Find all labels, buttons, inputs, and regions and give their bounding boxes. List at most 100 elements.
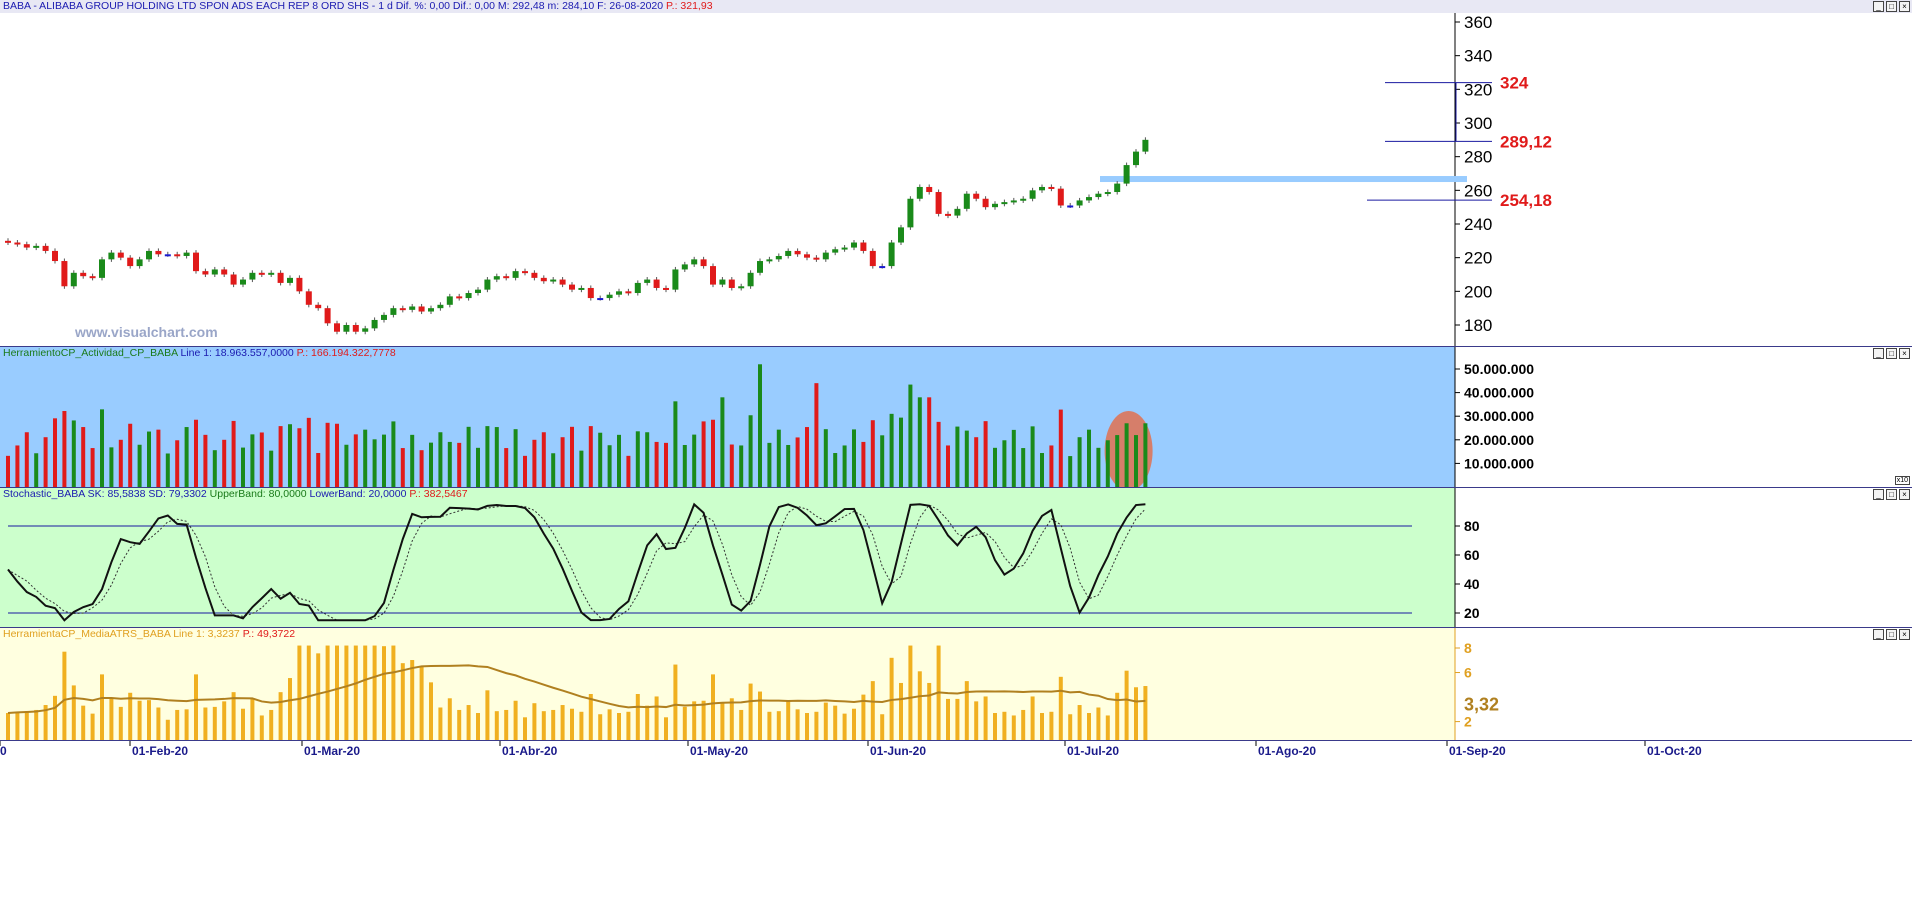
minimize-icon[interactable]: _ (1873, 1, 1884, 12)
activity-chart[interactable]: 50.000.000 40.000.000 30.000.000 20.000.000… (0, 347, 1912, 487)
activity-bar (908, 384, 913, 487)
maximize-icon[interactable]: □ (1886, 629, 1897, 640)
activity-bar (1049, 445, 1054, 487)
activity-bar (250, 434, 255, 487)
candle-body (61, 261, 68, 287)
atr-bar (814, 711, 819, 740)
activity-bar (62, 411, 67, 487)
minimize-icon[interactable]: _ (1873, 489, 1884, 500)
price-dif-pct: Dif. %: 0,00 (395, 0, 450, 12)
activity-bar (504, 448, 509, 487)
candle-body (1142, 139, 1149, 152)
candle-body (1114, 183, 1121, 193)
atr-bar (805, 713, 809, 740)
atr-bar (297, 645, 302, 740)
candle-body (522, 271, 528, 274)
atr-bar (306, 645, 311, 740)
candle-body (1133, 151, 1139, 166)
close-icon[interactable]: × (1899, 489, 1910, 500)
maximize-icon[interactable]: □ (1886, 489, 1897, 500)
atr-bar (1134, 687, 1138, 740)
atr-bar (147, 700, 151, 740)
candle-body (860, 242, 867, 251)
price-y-tick-label: 220 (1464, 249, 1492, 268)
candle-body (926, 186, 933, 193)
candle-body (183, 252, 190, 256)
x-axis-labels: 0 01-Feb-20 01-Mar-20 01-Abr-20 01-May-20 01-… (0, 741, 1702, 758)
stochastic-y-tick-label: 20 (1464, 605, 1480, 621)
close-icon[interactable]: × (1899, 348, 1910, 359)
atr-bar (90, 713, 95, 740)
candle-body (1104, 192, 1111, 195)
candle-body (399, 308, 406, 311)
atr-bar (194, 674, 198, 740)
price-chart[interactable]: 360 340 320 300 280 260 240 220 200 180 324 289,12 2… (0, 0, 1912, 346)
activity-bar (429, 442, 433, 487)
candle-body (747, 272, 754, 287)
atr-bar (400, 663, 405, 740)
candle-body (465, 293, 472, 299)
atr-bar (833, 705, 838, 740)
activity-bar (1058, 409, 1063, 487)
atr-bar (438, 707, 443, 740)
atr-bar (1030, 696, 1035, 740)
x-tick-label: 01-Jul-20 (1067, 744, 1119, 758)
atr-bar (353, 645, 358, 740)
close-icon[interactable]: × (1899, 629, 1910, 640)
atr-bar (1087, 713, 1091, 740)
atr-chart[interactable]: 8 6 23,32 (0, 628, 1912, 740)
stochastic-sk-line (7, 502, 1146, 622)
candle-body (982, 198, 989, 208)
atr-bar (551, 709, 556, 740)
atr-bar (494, 711, 499, 740)
activity-bar (175, 440, 180, 487)
activity-bar (560, 437, 565, 487)
x-tick-label: 01-Mar-20 (304, 744, 360, 758)
atr-bar (250, 698, 255, 740)
activity-bar (24, 432, 29, 487)
maximize-icon[interactable]: □ (1886, 348, 1897, 359)
maximize-icon[interactable]: □ (1886, 1, 1897, 12)
atr-bar (184, 709, 189, 740)
candle-body (578, 287, 585, 290)
activity-bar (654, 441, 659, 487)
activity-bar (325, 422, 330, 487)
minimize-icon[interactable]: _ (1873, 348, 1884, 359)
stochastic-sd-line (7, 504, 1146, 621)
atr-bar (870, 681, 875, 740)
candle-body (1039, 186, 1045, 191)
stoch-name: Stochastic_BABA (3, 488, 85, 500)
activity-line: Line 1: 18.963.557,0000 (180, 347, 294, 359)
activity-pane: 50.000.000 40.000.000 30.000.000 20.000.000… (0, 346, 1912, 487)
activity-bar (53, 418, 57, 487)
activity-bar (805, 427, 809, 487)
x-tick-label: 01-Feb-20 (132, 744, 188, 758)
price-y-tick-label: 300 (1464, 114, 1492, 133)
candle-body (315, 304, 322, 309)
activity-bg (0, 347, 1455, 487)
candle-body (108, 252, 115, 260)
candle-body (531, 272, 538, 278)
stochastic-chart[interactable]: 80 60 40 20 (0, 488, 1912, 627)
candle-body (691, 259, 698, 265)
close-icon[interactable]: × (1899, 1, 1910, 12)
atr-bar (222, 701, 227, 740)
atr-bar (81, 705, 86, 740)
activity-axis-bg (1455, 347, 1912, 487)
candle-body (33, 245, 40, 248)
atr-bar (1105, 715, 1110, 740)
stoch-sd: SD: 79,3302 (148, 488, 207, 500)
atr-bar (964, 681, 969, 740)
atr-bar (419, 666, 424, 740)
atr-bar (212, 706, 217, 740)
minimize-icon[interactable]: _ (1873, 629, 1884, 640)
activity-bar (466, 426, 471, 487)
activity-bar (494, 427, 499, 487)
stochastic-axis-bg (1455, 488, 1912, 627)
atr-bar (382, 646, 386, 740)
atr-bar (316, 653, 321, 740)
atr-bar (1068, 714, 1073, 740)
candle-body (1048, 186, 1055, 189)
stoch-lower: LowerBand: 20,0000 (309, 488, 407, 500)
candle-body (1095, 193, 1102, 198)
